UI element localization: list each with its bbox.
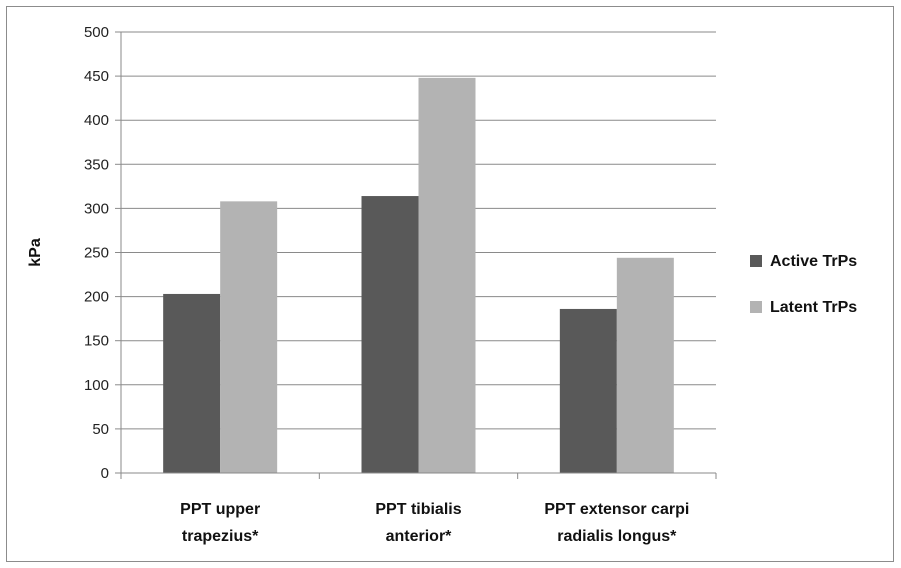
y-tick-label: 450: [84, 68, 109, 85]
legend-label: Active TrPs: [770, 253, 857, 270]
y-tick-label: 250: [84, 245, 109, 262]
x-category-label: PPT tibialis: [375, 501, 461, 518]
bar-active-trps: [361, 196, 419, 473]
bar-active-trps: [559, 308, 617, 473]
bar-latent-trps: [418, 77, 476, 473]
bars: [163, 77, 674, 473]
x-category-label: PPT extensor carpi: [544, 501, 689, 518]
y-tick-label: 0: [101, 465, 109, 482]
x-category-label: PPT upper: [180, 501, 260, 518]
legend-swatch: [750, 255, 762, 267]
y-tick-label: 200: [84, 289, 109, 306]
y-tick-label: 500: [84, 24, 109, 41]
y-tick-label: 300: [84, 200, 109, 217]
legend-label: Latent TrPs: [770, 299, 857, 316]
legend-swatch: [750, 301, 762, 313]
y-tick-label: 400: [84, 112, 109, 129]
legend: Active TrPs Latent TrPs: [750, 253, 857, 316]
y-tick-label: 350: [84, 156, 109, 173]
axes: [115, 31, 717, 479]
x-category-label: anterior*: [386, 528, 453, 545]
bar-latent-trps: [220, 201, 278, 473]
bar-active-trps: [163, 293, 221, 473]
y-tick-label: 100: [84, 377, 109, 394]
y-tick-label: 150: [84, 333, 109, 350]
y-tick-label: 50: [92, 421, 109, 438]
labels: 0 50 100 150 200 250 300 350 400 450 500 PPT upper t…: [27, 24, 689, 545]
y-axis-title: kPa: [27, 238, 44, 267]
x-category-label: trapezius*: [182, 528, 259, 545]
x-category-label: radialis longus*: [557, 528, 677, 545]
bar-latent-trps: [616, 257, 674, 473]
